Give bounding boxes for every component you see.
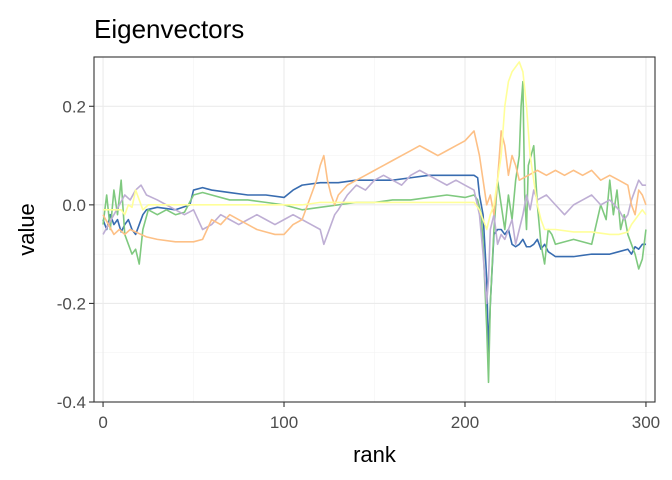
y-tick-label: -0.2 [57, 294, 86, 313]
x-axis-title: rank [353, 442, 397, 467]
chart-title: Eigenvectors [94, 14, 244, 44]
panel-border [93, 56, 656, 403]
series-line-4 [102, 130, 647, 243]
y-tick-label: -0.4 [57, 393, 86, 412]
grid-lines [94, 57, 655, 403]
x-tick-label: 100 [270, 413, 298, 432]
series-line-5 [103, 61, 647, 236]
x-tick-label: 200 [451, 413, 479, 432]
axes: 0 100 200 300 -0.4 -0.2 0.0 0.2 [57, 97, 660, 432]
y-axis-title: value [14, 203, 39, 256]
series-line-1 [102, 174, 646, 354]
series-line-3 [102, 169, 646, 305]
y-tick-label: 0.0 [62, 196, 86, 215]
series-lines [102, 61, 647, 384]
x-tick-label: 0 [98, 413, 107, 432]
y-tick-label: 0.2 [62, 97, 86, 116]
x-tick-label: 300 [632, 413, 660, 432]
